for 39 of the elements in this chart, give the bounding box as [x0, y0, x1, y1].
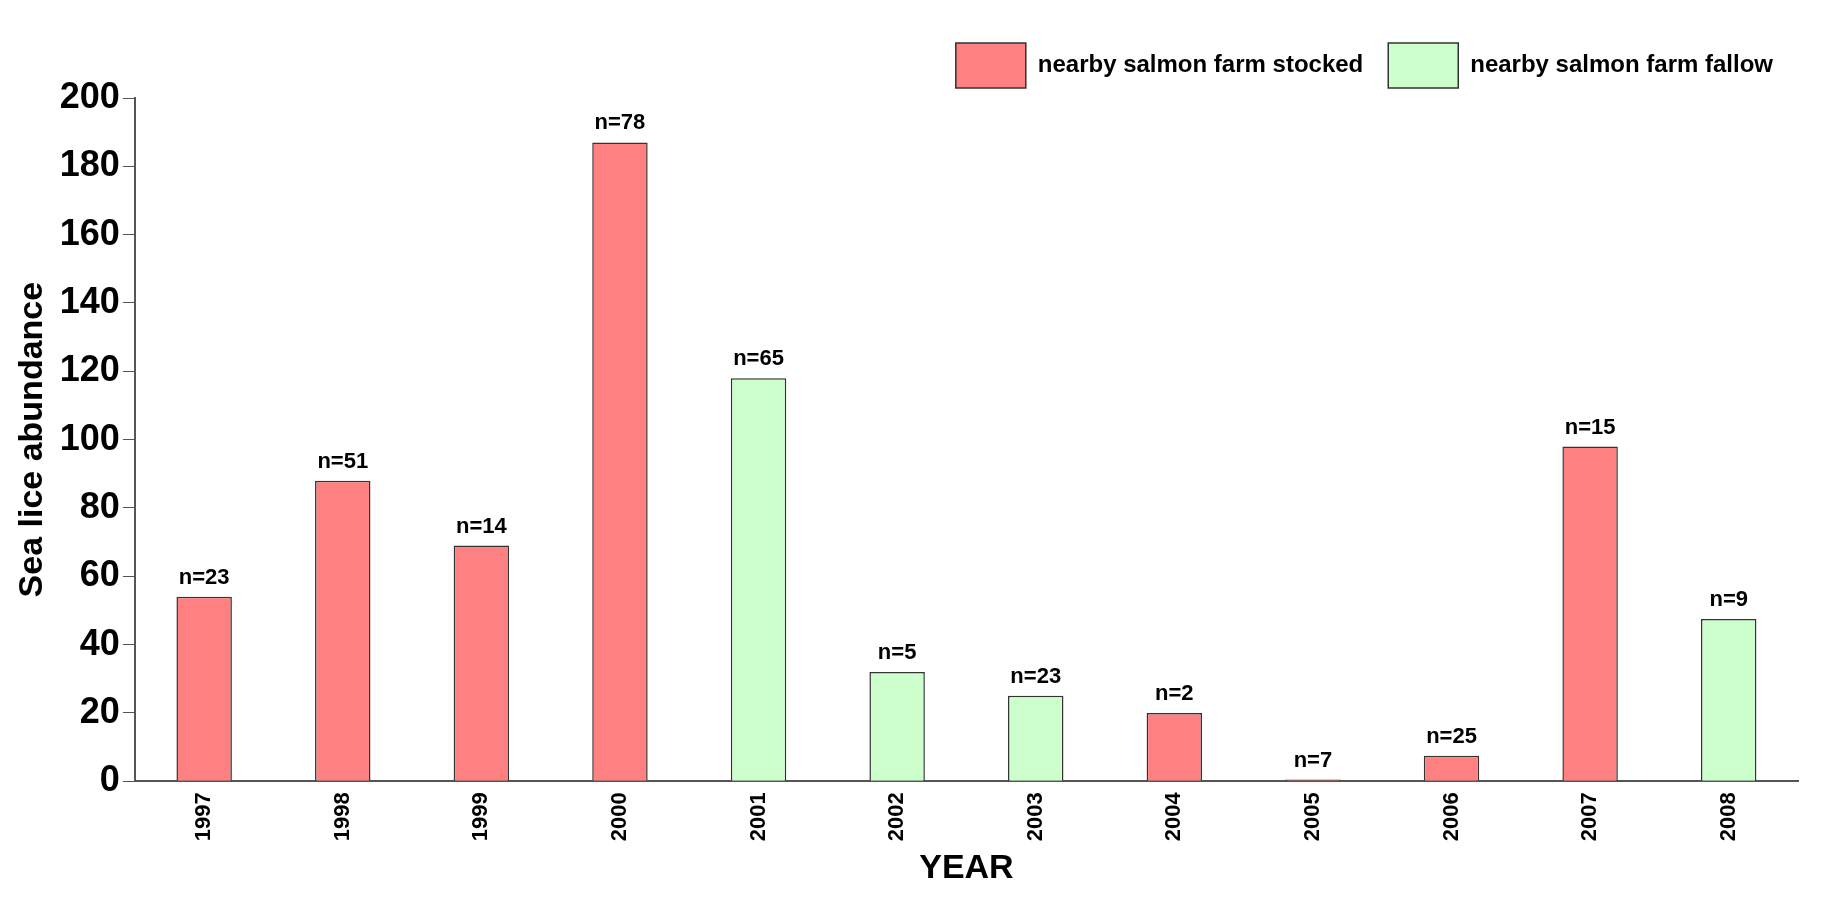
- y-tick-label: 40: [79, 621, 120, 663]
- x-tick-label: 2006: [1437, 792, 1463, 842]
- y-tick-label: 180: [59, 143, 120, 185]
- annotation: n=23: [1010, 662, 1062, 688]
- y-tick-label: 160: [59, 211, 120, 253]
- x-tick-label: 2002: [883, 792, 909, 842]
- y-tick-label: 200: [59, 74, 120, 116]
- annotation: n=15: [1564, 413, 1616, 439]
- x-tick-label: 2004: [1160, 791, 1186, 842]
- legend-label: nearby salmon farm fallow: [1470, 50, 1774, 78]
- annotation: n=2: [1155, 680, 1194, 705]
- annotation: n=7: [1293, 746, 1333, 772]
- y-tick-label: 100: [59, 416, 120, 458]
- annotation: n=25: [1426, 722, 1477, 748]
- x-tick-label: 2007: [1576, 792, 1602, 842]
- y-tick-label: 120: [59, 348, 120, 390]
- x-tick-label: 2008: [1714, 792, 1740, 842]
- y-tick-label: 60: [79, 553, 120, 595]
- x-tick-label: 1997: [190, 792, 216, 842]
- annotation: n=78: [594, 109, 646, 135]
- x-axis-title: YEAR: [919, 846, 1014, 885]
- y-tick-label: 140: [59, 279, 120, 321]
- annotation: n=51: [317, 447, 369, 473]
- x-tick-label: 2001: [744, 792, 770, 842]
- x-tick-label: 2003: [1021, 792, 1047, 842]
- legend-label: nearby salmon farm stocked: [1037, 50, 1364, 78]
- x-tick-label: 1998: [328, 792, 354, 842]
- x-tick-label: 2000: [606, 792, 632, 842]
- y-tick-label: 20: [79, 689, 120, 731]
- x-tick-label: 1999: [467, 792, 493, 842]
- annotation: n=5: [877, 639, 917, 664]
- annotation: n=9: [1709, 586, 1748, 612]
- y-axis-title: Sea lice abundance: [10, 281, 49, 598]
- x-tick-label: 2005: [1298, 792, 1324, 842]
- y-tick-label: 0: [99, 758, 120, 800]
- y-tick-label: 80: [79, 484, 120, 526]
- annotation: n=65: [733, 345, 784, 371]
- annotation: n=14: [455, 512, 508, 538]
- annotation: n=23: [178, 563, 230, 589]
